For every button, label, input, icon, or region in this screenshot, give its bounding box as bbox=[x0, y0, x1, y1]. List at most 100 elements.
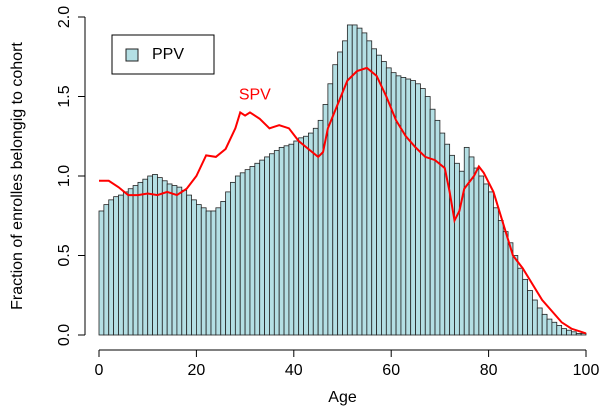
bar bbox=[225, 191, 231, 336]
bar bbox=[527, 290, 533, 336]
bar bbox=[517, 267, 524, 336]
bar bbox=[269, 153, 275, 336]
bar bbox=[157, 177, 163, 336]
bar bbox=[312, 127, 319, 336]
x-tick-label: 80 bbox=[480, 362, 498, 379]
bar bbox=[298, 137, 304, 336]
bar bbox=[420, 88, 426, 336]
bar bbox=[536, 307, 543, 336]
bar bbox=[429, 108, 436, 336]
bar bbox=[259, 159, 265, 336]
bar bbox=[152, 174, 158, 336]
bar bbox=[405, 78, 412, 336]
bar bbox=[488, 191, 494, 336]
bar bbox=[376, 54, 382, 336]
bar bbox=[254, 162, 261, 336]
bar bbox=[137, 181, 144, 336]
bar bbox=[171, 185, 178, 336]
bar bbox=[570, 331, 577, 336]
bar bbox=[541, 313, 548, 336]
bar bbox=[356, 27, 363, 336]
bar bbox=[118, 194, 124, 336]
y-tick-label: 1.5 bbox=[56, 85, 73, 107]
x-tick-label: 0 bbox=[95, 362, 104, 379]
bar bbox=[200, 207, 207, 336]
bar bbox=[449, 154, 455, 336]
bar bbox=[176, 186, 183, 336]
bar bbox=[434, 119, 441, 336]
bar bbox=[439, 132, 446, 336]
line bbox=[99, 66, 587, 335]
x-axis-label: Age bbox=[328, 389, 357, 406]
bar bbox=[186, 194, 192, 336]
bar bbox=[205, 210, 212, 336]
bar bbox=[161, 180, 168, 336]
bar bbox=[98, 210, 105, 336]
x-tick-label: 100 bbox=[573, 362, 600, 379]
bar bbox=[483, 183, 490, 336]
bar bbox=[273, 150, 280, 336]
bar bbox=[532, 299, 538, 336]
bar bbox=[546, 318, 553, 336]
bar bbox=[215, 207, 222, 336]
bar bbox=[210, 210, 217, 336]
y-tick-label: 1.0 bbox=[56, 165, 73, 187]
bar bbox=[371, 48, 377, 336]
bar bbox=[395, 75, 402, 336]
bar bbox=[522, 278, 528, 336]
bar bbox=[361, 32, 368, 336]
bar bbox=[234, 175, 241, 336]
bar bbox=[239, 172, 246, 336]
bar bbox=[575, 333, 582, 336]
bar bbox=[283, 145, 290, 336]
bar bbox=[497, 220, 504, 336]
bar bbox=[463, 146, 470, 336]
bar bbox=[220, 201, 227, 336]
bar bbox=[303, 135, 309, 336]
bar bbox=[561, 328, 567, 336]
bar bbox=[400, 77, 407, 336]
legend-swatch bbox=[125, 48, 139, 62]
bar bbox=[195, 204, 202, 336]
bar bbox=[473, 167, 480, 336]
x-tick-label: 20 bbox=[188, 362, 206, 379]
bar bbox=[191, 199, 197, 336]
bar bbox=[502, 231, 509, 336]
bar bbox=[493, 207, 499, 336]
bar bbox=[127, 188, 134, 336]
bar bbox=[308, 132, 314, 336]
bar bbox=[103, 204, 110, 336]
bar bbox=[278, 146, 285, 336]
bar bbox=[424, 96, 431, 336]
bar bbox=[132, 185, 139, 336]
y-tick-label: 2.0 bbox=[56, 6, 73, 28]
bar bbox=[230, 181, 236, 336]
bar bbox=[415, 83, 421, 336]
legend-label: PPV bbox=[152, 46, 184, 63]
bar bbox=[454, 162, 460, 336]
bar bbox=[142, 178, 149, 336]
x-tick-label: 60 bbox=[382, 362, 400, 379]
bar bbox=[288, 143, 295, 336]
bar bbox=[181, 189, 188, 336]
bar bbox=[507, 242, 514, 336]
annotation: SPV bbox=[239, 87, 271, 104]
y-axis-label: Fraction of enrolles belongig to cohort bbox=[9, 42, 26, 310]
bar bbox=[264, 156, 270, 336]
bar bbox=[566, 329, 572, 336]
bar bbox=[293, 140, 300, 336]
bar bbox=[249, 166, 256, 336]
bar bbox=[551, 321, 558, 336]
y-tick-label: 0.0 bbox=[56, 324, 73, 346]
bar bbox=[478, 175, 485, 336]
bar bbox=[166, 183, 173, 336]
bar bbox=[366, 40, 373, 336]
bar bbox=[122, 191, 129, 336]
bar bbox=[108, 199, 115, 336]
bar bbox=[512, 255, 519, 336]
y-tick-label: 0.5 bbox=[56, 244, 73, 266]
bar bbox=[147, 175, 153, 336]
bar bbox=[244, 169, 251, 336]
